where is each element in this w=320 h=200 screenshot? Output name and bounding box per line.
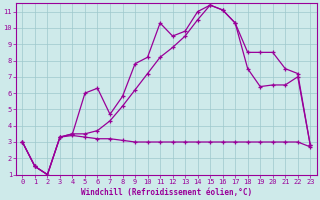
X-axis label: Windchill (Refroidissement éolien,°C): Windchill (Refroidissement éolien,°C) — [81, 188, 252, 197]
